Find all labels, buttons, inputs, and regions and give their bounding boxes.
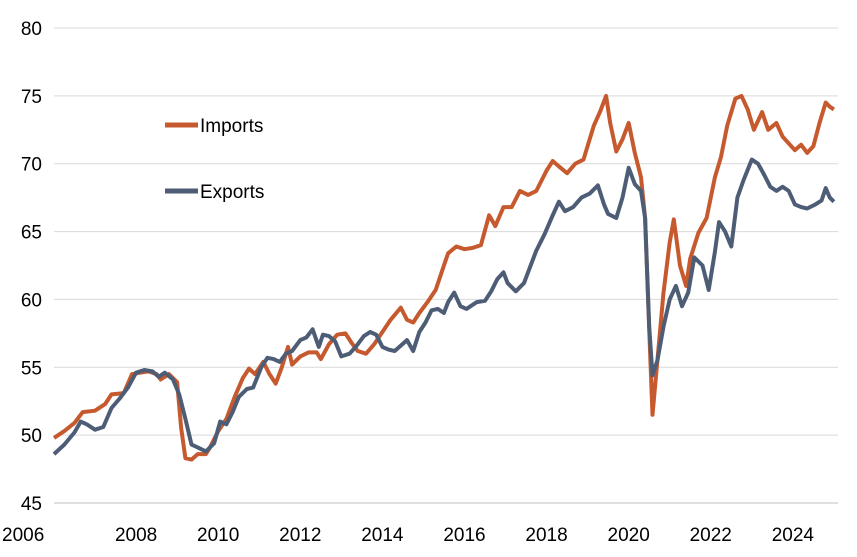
x-tick-label: 2006 bbox=[2, 525, 44, 546]
x-tick-label: 2012 bbox=[279, 525, 321, 546]
y-tick-label: 75 bbox=[21, 87, 42, 108]
y-axis-tick-labels: 45 50 55 60 65 70 75 80 bbox=[21, 19, 42, 515]
x-axis-tick-labels: 2006 2008 2010 2012 2014 2016 2018 2020 2022 2024 bbox=[2, 525, 814, 546]
y-tick-label: 55 bbox=[21, 358, 42, 379]
x-tick-label: 2008 bbox=[115, 525, 157, 546]
x-tick-label: 2014 bbox=[361, 525, 404, 546]
legend-label-exports: Exports bbox=[200, 182, 264, 203]
legend-item-imports: Imports bbox=[165, 116, 263, 137]
x-tick-label: 2024 bbox=[772, 525, 815, 546]
legend-label-imports: Imports bbox=[200, 116, 263, 137]
legend-item-exports: Exports bbox=[165, 182, 264, 203]
x-tick-label: 2010 bbox=[197, 525, 239, 546]
y-tick-label: 60 bbox=[21, 290, 42, 311]
series-lines bbox=[52, 93, 836, 462]
y-tick-label: 70 bbox=[21, 155, 42, 176]
x-tick-label: 2022 bbox=[690, 525, 732, 546]
series-line-imports bbox=[52, 93, 835, 462]
x-tick-label: 2020 bbox=[608, 525, 650, 546]
series-line-exports bbox=[52, 157, 836, 456]
y-tick-label: 50 bbox=[21, 426, 42, 447]
y-tick-label: 45 bbox=[21, 494, 42, 515]
legend: Imports Exports bbox=[165, 116, 264, 203]
x-tick-label: 2016 bbox=[443, 525, 485, 546]
x-tick-label: 2018 bbox=[525, 525, 567, 546]
y-tick-label: 65 bbox=[21, 223, 42, 244]
y-tick-label: 80 bbox=[21, 19, 42, 40]
gridlines bbox=[54, 27, 838, 436]
